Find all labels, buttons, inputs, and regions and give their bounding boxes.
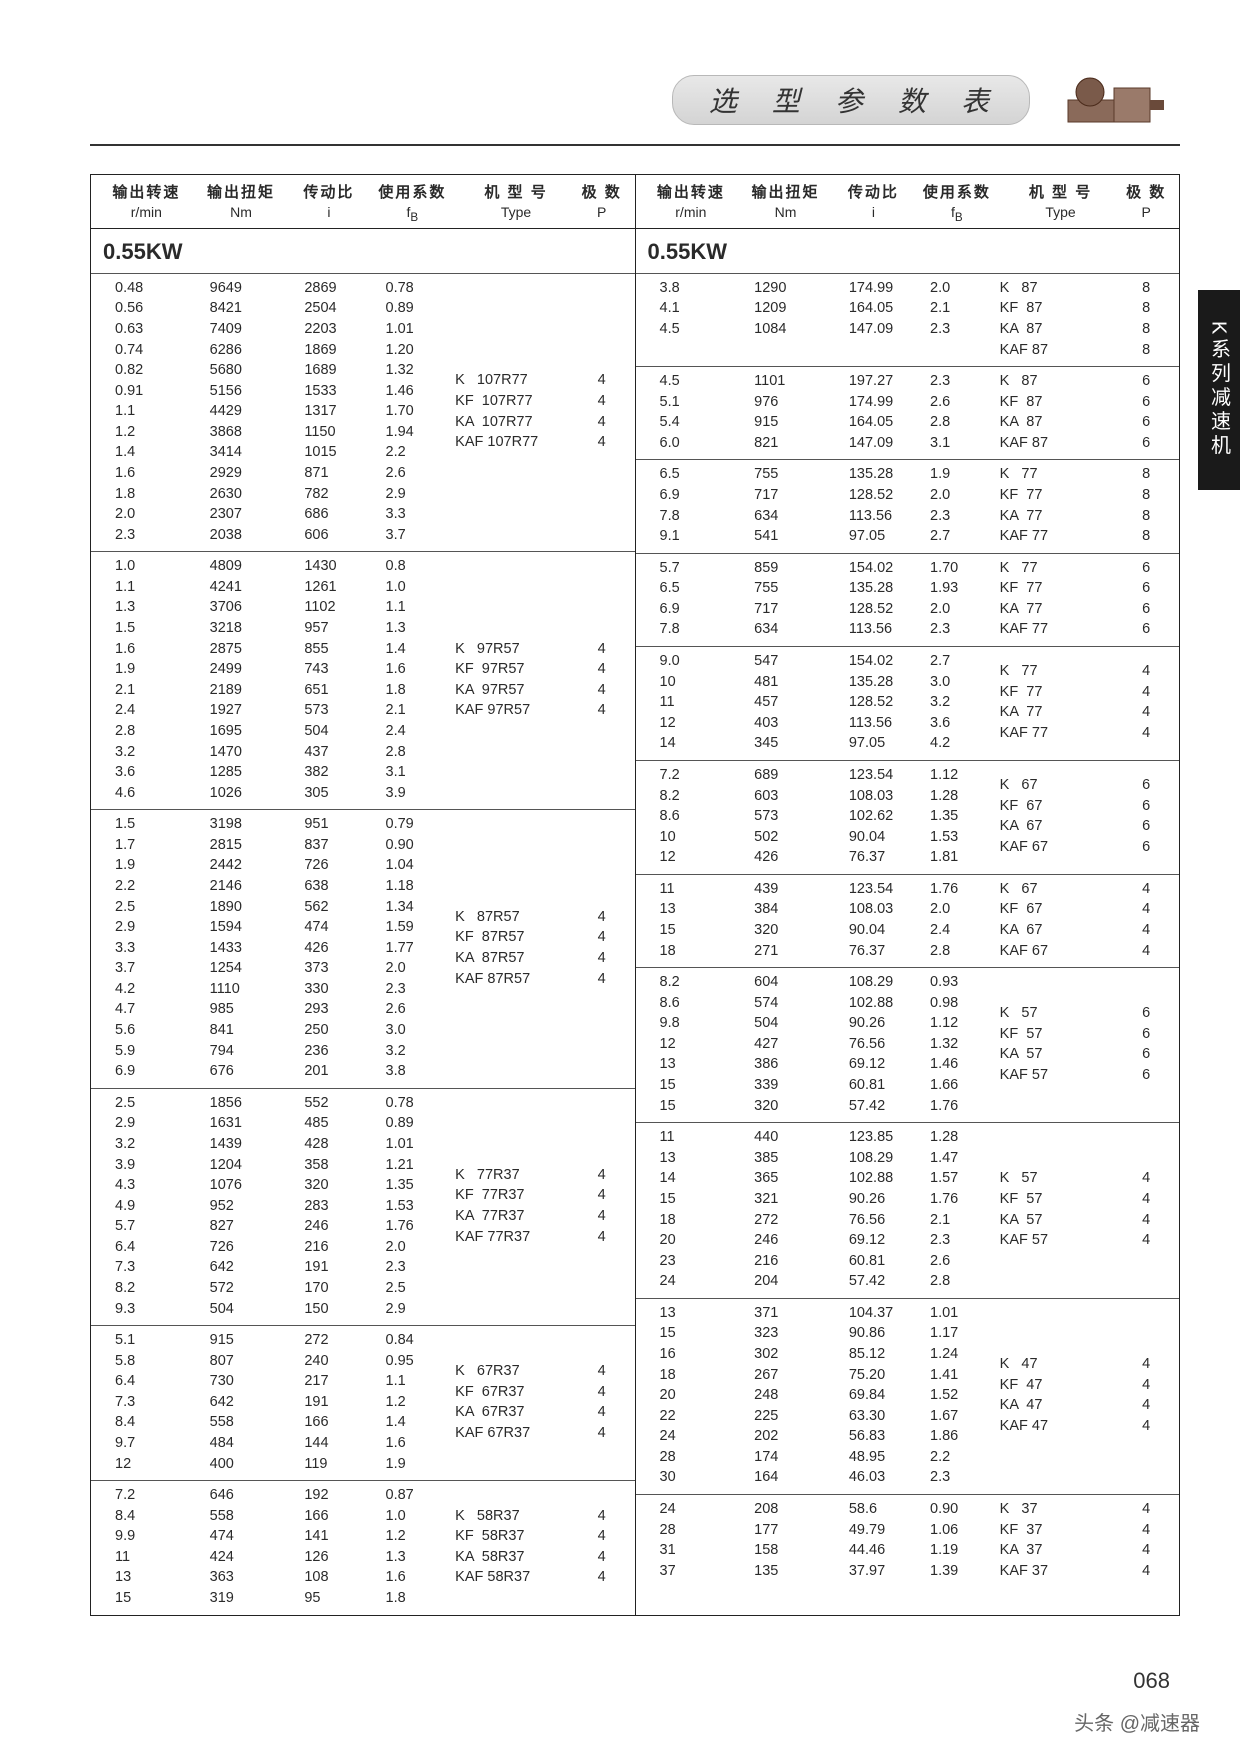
spec-block: 1.51.71.92.22.52.93.33.74.24.75.65.96.93… xyxy=(91,809,635,1088)
left-panel: 输出转速r/min输出扭矩Nm传动比i使用系数fB机 型 号Type极 数P0.… xyxy=(90,174,636,1616)
spec-block: 2428313720817715813558.649.7944.4637.970… xyxy=(636,1494,1180,1587)
spec-block: 0.480.560.630.740.820.911.11.21.41.61.82… xyxy=(91,273,635,552)
spec-block: 3.84.14.5129012091084174.99164.05147.092… xyxy=(636,273,1180,366)
spec-block: 2.52.93.23.94.34.95.76.47.38.29.31856163… xyxy=(91,1088,635,1325)
spec-block: 4.55.15.46.01101976915821197.27174.99164… xyxy=(636,366,1180,459)
page-number: 068 xyxy=(1133,1668,1170,1694)
spec-block: 7.28.28.61012689603573502426123.54108.03… xyxy=(636,760,1180,874)
power-label: 0.55KW xyxy=(91,229,635,273)
spec-block: 9.010111214547481457403345154.02135.2812… xyxy=(636,646,1180,760)
spec-block: 8.28.69.81213151560457450442738633932010… xyxy=(636,967,1180,1122)
gearbox-icon xyxy=(1060,70,1170,130)
spec-block: 1315161820222428303713233022672482252021… xyxy=(636,1298,1180,1494)
spec-block: 7.28.49.91113156465584744243633191921661… xyxy=(91,1480,635,1614)
spec-block: 6.56.97.89.1755717634541135.28128.52113.… xyxy=(636,459,1180,552)
page-title: 选 型 参 数 表 xyxy=(672,75,1030,125)
series-side-tab: K系列减速机 xyxy=(1198,290,1240,490)
header-rule xyxy=(90,144,1180,146)
spec-block: 5.76.56.97.8859755717634154.02135.28128.… xyxy=(636,553,1180,646)
spec-block: 11131518439384320271123.54108.0390.0476.… xyxy=(636,874,1180,967)
spec-block: 5.15.86.47.38.49.71291580773064255848440… xyxy=(91,1325,635,1480)
spec-block: 1113141518202324440385365321272246216204… xyxy=(636,1122,1180,1298)
data-tables: 输出转速r/min输出扭矩Nm传动比i使用系数fB机 型 号Type极 数P0.… xyxy=(90,174,1180,1616)
spec-block: 1.01.11.31.51.61.92.12.42.83.23.64.64809… xyxy=(91,551,635,809)
right-panel: 输出转速r/min输出扭矩Nm传动比i使用系数fB机 型 号Type极 数P0.… xyxy=(636,174,1181,1616)
footer-credit: 头条 @减速器 xyxy=(1074,1707,1200,1736)
power-label: 0.55KW xyxy=(636,229,1180,273)
